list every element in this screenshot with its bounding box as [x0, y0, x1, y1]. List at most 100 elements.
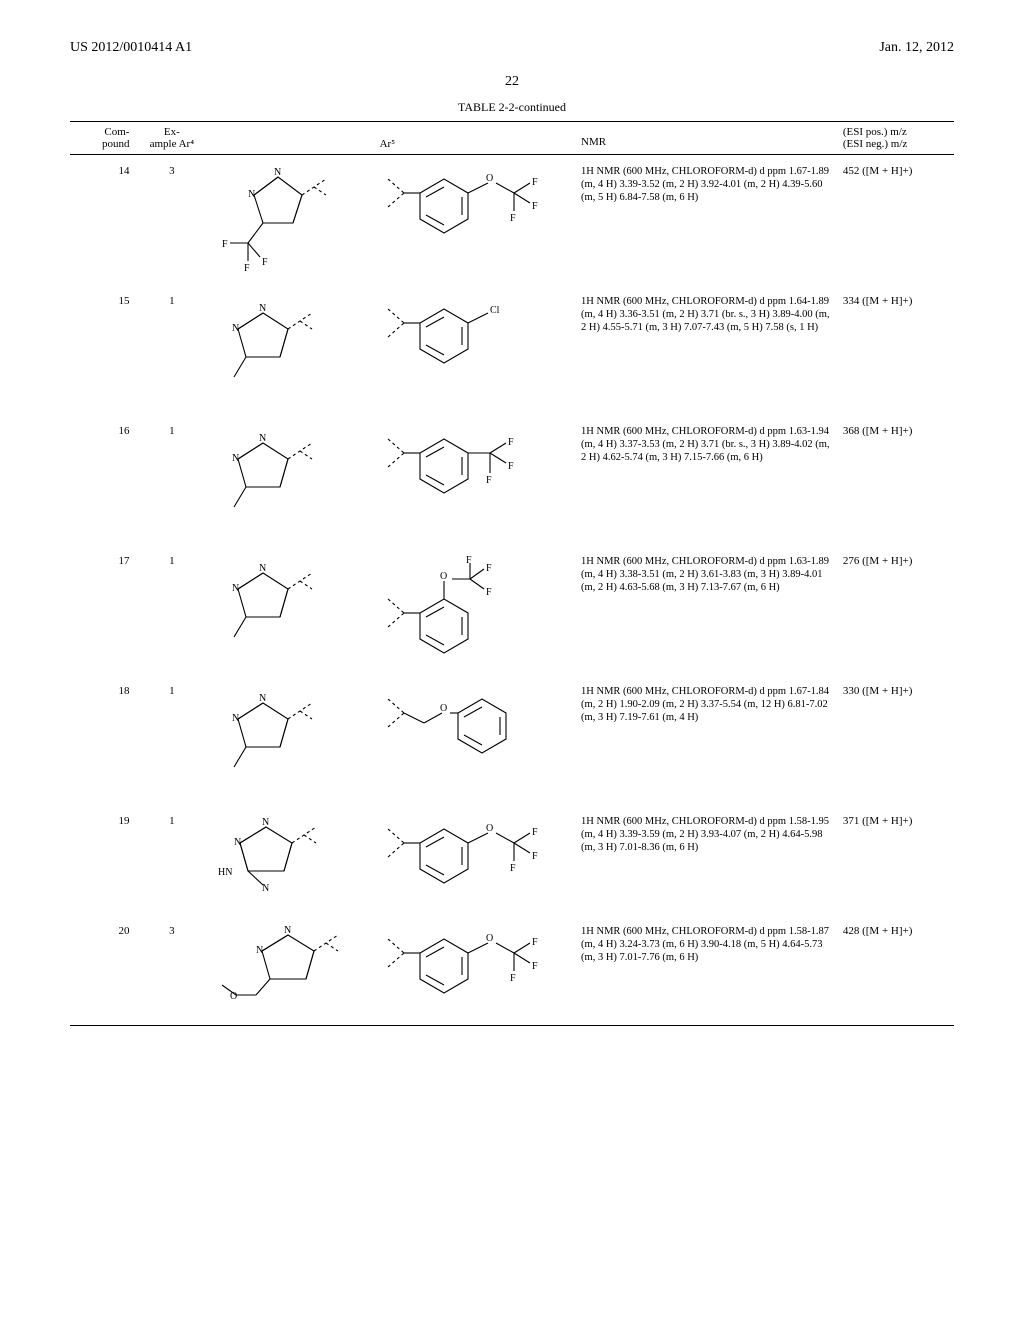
svg-text:F: F — [510, 973, 516, 984]
compound-table: Com- pound Ex- ample Ar⁴ Ar⁵ NMR (ESI po… — [70, 121, 954, 1026]
svg-text:N: N — [259, 563, 266, 574]
structure-ar5-icon: O F F F — [380, 925, 560, 1011]
svg-text:F: F — [508, 461, 514, 472]
cell-ar5-structure: O F F F — [374, 545, 575, 675]
svg-text:N: N — [259, 433, 266, 444]
svg-text:N: N — [248, 189, 255, 200]
structure-ar5-icon: O F F F — [380, 815, 560, 901]
col-header-ms: (ESI pos.) m/z (ESI neg.) m/z — [837, 122, 954, 155]
cell-example: 1 — [141, 415, 202, 545]
cell-ar5-structure: F F F — [374, 415, 575, 545]
cell-example: 1 — [141, 545, 202, 675]
cell-nmr: 1H NMR (600 MHz, CHLOROFORM-d) d ppm 1.6… — [575, 545, 837, 675]
svg-text:O: O — [230, 991, 237, 1002]
cell-ms: 276 ([M + H]+) — [837, 545, 954, 675]
structure-ar4-icon: N N — [208, 555, 328, 665]
svg-text:F: F — [532, 827, 538, 838]
cell-ms: 428 ([M + H]+) — [837, 915, 954, 1026]
cell-example: 3 — [141, 915, 202, 1026]
svg-text:N: N — [256, 945, 263, 956]
cell-ms: 330 ([M + H]+) — [837, 675, 954, 805]
svg-text:O: O — [486, 823, 493, 834]
cell-compound: 18 — [70, 675, 141, 805]
svg-text:N: N — [274, 167, 281, 178]
col-header-compound: Com- pound — [70, 122, 141, 155]
page-number: 22 — [70, 74, 954, 90]
svg-text:F: F — [466, 555, 472, 566]
cell-ms: 368 ([M + H]+) — [837, 415, 954, 545]
cell-nmr: 1H NMR (600 MHz, CHLOROFORM-d) d ppm 1.6… — [575, 285, 837, 415]
cell-compound: 15 — [70, 285, 141, 415]
svg-text:F: F — [222, 239, 228, 250]
cell-nmr: 1H NMR (600 MHz, CHLOROFORM-d) d ppm 1.6… — [575, 415, 837, 545]
cell-ar4-structure: N N — [202, 545, 373, 675]
svg-text:O: O — [440, 703, 447, 714]
patent-number: US 2012/0010414 A1 — [70, 40, 192, 56]
cell-nmr: 1H NMR (600 MHz, CHLOROFORM-d) d ppm 1.6… — [575, 155, 837, 286]
page-header: US 2012/0010414 A1 Jan. 12, 2012 — [70, 40, 954, 56]
svg-text:F: F — [508, 437, 514, 448]
structure-ar4-icon: N N HN N — [208, 815, 328, 905]
table-row: 143 N N F F F O F F — [70, 155, 954, 286]
cell-ms: 334 ([M + H]+) — [837, 285, 954, 415]
cell-compound: 19 — [70, 805, 141, 915]
cell-ar4-structure: N N — [202, 285, 373, 415]
col-header-example: Ex- ample Ar⁴ — [141, 122, 202, 155]
cell-compound: 16 — [70, 415, 141, 545]
cell-ms: 452 ([M + H]+) — [837, 155, 954, 286]
structure-ar5-icon: F F F — [380, 425, 540, 511]
structure-ar4-icon: N N O — [208, 925, 358, 1015]
structure-ar5-icon: O F F F — [380, 555, 530, 665]
cell-ar4-structure: N N O — [202, 915, 373, 1026]
svg-text:HN: HN — [218, 867, 232, 878]
table-row: 181 N N O 1H NMR (600 MHz, CHLOROFORM-d)… — [70, 675, 954, 805]
svg-text:O: O — [440, 571, 447, 582]
svg-text:F: F — [532, 177, 538, 188]
cell-ar4-structure: N N — [202, 675, 373, 805]
svg-text:F: F — [244, 263, 250, 274]
cell-ar5-structure: O F F F — [374, 915, 575, 1026]
table-row: 151 N N Cl 1H NMR (600 MHz, CHLOROFORM-d… — [70, 285, 954, 415]
col-header-ar4 — [202, 122, 373, 155]
svg-text:Cl: Cl — [490, 305, 500, 316]
svg-text:F: F — [486, 563, 492, 574]
cell-example: 3 — [141, 155, 202, 286]
svg-text:F: F — [532, 201, 538, 212]
svg-text:F: F — [262, 257, 268, 268]
table-row: 203 N N O O F F F 1H NMR (600 MHz, CHLOR… — [70, 915, 954, 1026]
cell-compound: 20 — [70, 915, 141, 1026]
cell-ar4-structure: N N F F F — [202, 155, 373, 286]
svg-text:N: N — [259, 303, 266, 314]
svg-text:N: N — [232, 713, 239, 724]
cell-ms: 371 ([M + H]+) — [837, 805, 954, 915]
structure-ar5-icon: Cl — [380, 295, 530, 381]
col-header-ar5: Ar⁵ — [374, 122, 575, 155]
svg-text:N: N — [262, 817, 269, 828]
table-caption: TABLE 2-2-continued — [70, 100, 954, 115]
svg-text:N: N — [232, 453, 239, 464]
cell-nmr: 1H NMR (600 MHz, CHLOROFORM-d) d ppm 1.5… — [575, 915, 837, 1026]
structure-ar4-icon: N N — [208, 685, 328, 795]
svg-text:F: F — [510, 213, 516, 224]
svg-text:F: F — [532, 937, 538, 948]
cell-nmr: 1H NMR (600 MHz, CHLOROFORM-d) d ppm 1.5… — [575, 805, 837, 915]
cell-example: 1 — [141, 285, 202, 415]
structure-ar4-icon: N N F F F — [208, 165, 348, 275]
table-row: 161 N N F F F 1H NMR (600 MHz, CHLOROFOR… — [70, 415, 954, 545]
svg-text:F: F — [532, 961, 538, 972]
cell-compound: 17 — [70, 545, 141, 675]
cell-ar5-structure: Cl — [374, 285, 575, 415]
structure-ar4-icon: N N — [208, 425, 328, 535]
cell-ar5-structure: O F F F — [374, 805, 575, 915]
svg-text:N: N — [284, 925, 291, 936]
svg-text:F: F — [510, 863, 516, 874]
svg-text:F: F — [486, 475, 492, 486]
structure-ar5-icon: O — [380, 685, 550, 775]
col-header-nmr: NMR — [575, 122, 837, 155]
structure-ar4-icon: N N — [208, 295, 328, 405]
svg-text:N: N — [232, 323, 239, 334]
structure-ar5-icon: O F F F — [380, 165, 560, 251]
svg-text:O: O — [486, 173, 493, 184]
cell-example: 1 — [141, 675, 202, 805]
table-row: 191 N N HN N O F F F 1H NMR (600 MHz, CH… — [70, 805, 954, 915]
